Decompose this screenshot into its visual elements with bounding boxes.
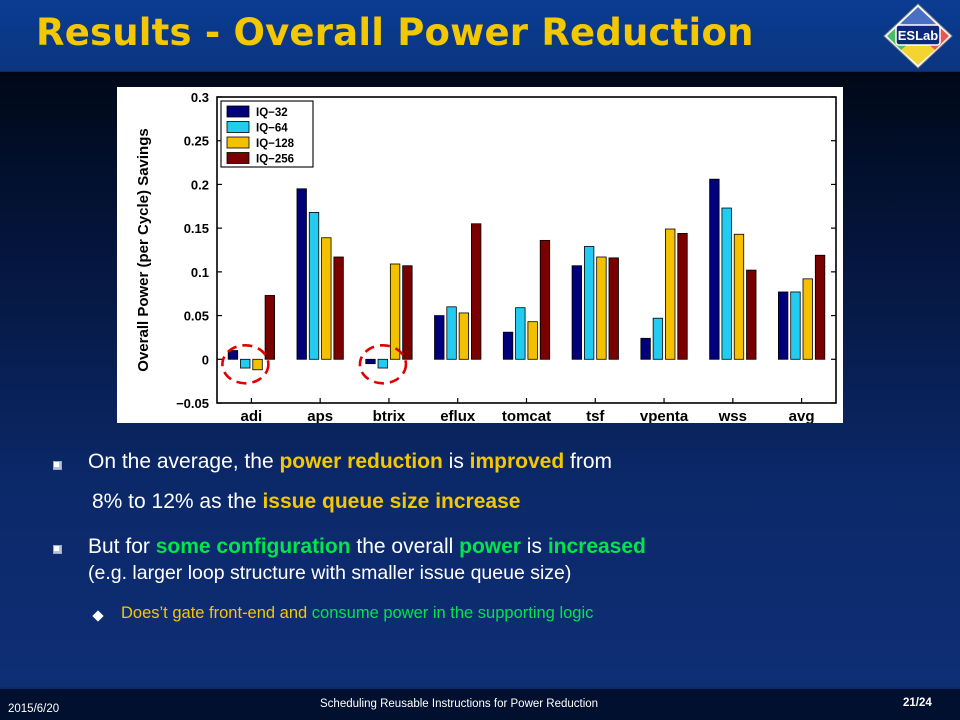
y-tick-label: 0.25: [184, 134, 209, 149]
bar-avg-series-1: [791, 292, 801, 359]
x-tick-label-eflux: eflux: [440, 408, 476, 423]
y-tick-label: 0.2: [191, 177, 209, 192]
bar-tsf-series-0: [572, 266, 582, 360]
text-run: improved: [470, 450, 565, 473]
bar-wss-series-2: [734, 234, 744, 359]
bar-wss-series-0: [710, 179, 720, 359]
bar-vpenta-series-1: [653, 318, 663, 359]
x-tick-label-wss: wss: [718, 408, 747, 423]
text-run: On the average, the: [88, 450, 279, 473]
legend-label-3: IQ−256: [256, 154, 294, 166]
bar-avg-series-2: [803, 279, 813, 359]
y-tick-label: −0.05: [176, 396, 209, 411]
bullet-square-icon: [53, 461, 62, 470]
bar-tomcat-series-2: [528, 322, 538, 360]
bar-vpenta-series-2: [665, 229, 675, 359]
slide-title: Results - Overall Power Reduction: [36, 11, 754, 54]
text-run: issue queue size increase: [262, 490, 520, 513]
chart-svg: −0.05 0 0.05 0.1 0.15 0.2 0.25 0.3 Overall Power…: [117, 87, 843, 423]
bar-avg-series-0: [778, 292, 788, 359]
bar-aps-series-1: [309, 212, 319, 359]
bar-vpenta-series-0: [641, 338, 651, 359]
bar-tsf-series-3: [609, 258, 619, 359]
x-tick-label-adi: adi: [241, 408, 263, 423]
text-run: the overall: [351, 535, 460, 558]
text-run: Does’t gate front-end and: [121, 604, 312, 622]
bullet-2-text: But for some configuration the overall p…: [88, 535, 646, 559]
legend-swatch-1: [227, 122, 249, 133]
bar-btrix-series-1: [378, 359, 388, 368]
bar-wss-series-1: [722, 208, 732, 359]
sub-bullet-text: Does’t gate front-end and consume power …: [121, 604, 593, 623]
footer-date: 2015/6/20: [8, 703, 59, 715]
bar-tomcat-series-1: [516, 308, 526, 360]
bullet-square-icon: [53, 545, 62, 554]
bar-adi-series-2: [253, 359, 262, 369]
bar-aps-series-2: [322, 238, 332, 360]
bar-adi-series-1: [240, 359, 250, 368]
bullet-2-continuation: (e.g. larger loop structure with smaller…: [88, 562, 571, 585]
bar-chart: −0.05 0 0.05 0.1 0.15 0.2 0.25 0.3 Overall Power…: [117, 87, 843, 423]
y-tick-label: 0.1: [191, 265, 209, 280]
logo-text: ESLab: [898, 28, 939, 43]
bar-btrix-series-2: [390, 264, 400, 359]
bar-eflux-series-2: [459, 313, 469, 359]
x-tick-label-btrix: btrix: [373, 408, 406, 423]
bullet-1-continuation: 8% to 12% as the issue queue size increa…: [92, 490, 520, 514]
y-tick-label: 0: [202, 352, 209, 367]
bar-wss-series-3: [747, 270, 757, 359]
legend-swatch-2: [227, 137, 249, 148]
bar-vpenta-series-3: [678, 233, 688, 359]
text-run: from: [564, 450, 612, 473]
footer-page-number: 21/24: [903, 697, 932, 709]
bar-tsf-series-2: [597, 257, 607, 359]
bar-tomcat-series-3: [540, 240, 550, 359]
bar-avg-series-3: [815, 255, 825, 359]
sub-bullet-diamond-icon: [92, 610, 103, 621]
legend-label-2: IQ−128: [256, 138, 295, 150]
bar-aps-series-3: [334, 257, 344, 359]
legend-swatch-0: [227, 106, 249, 117]
bar-btrix-series-0: [366, 359, 376, 363]
footer-title: Scheduling Reusable Instructions for Pow…: [320, 698, 598, 710]
text-run: increased: [548, 535, 646, 558]
x-tick-label-tsf: tsf: [586, 408, 605, 423]
text-run: power: [459, 535, 521, 558]
text-run: But for: [88, 535, 156, 558]
text-run: is: [521, 535, 548, 558]
bar-btrix-series-3: [403, 266, 413, 360]
eslab-logo: ESLab: [882, 2, 954, 70]
x-tick-label-avg: avg: [789, 408, 815, 423]
text-run: 8% to 12% as the: [92, 490, 262, 513]
x-tick-label-tomcat: tomcat: [502, 408, 551, 423]
x-tick-label-vpenta: vpenta: [640, 408, 689, 423]
text-run: (e.g. larger loop structure with smaller…: [88, 562, 571, 584]
bullet-1-text: On the average, the power reduction is i…: [88, 450, 612, 474]
y-tick-label: 0.3: [191, 90, 209, 105]
bar-eflux-series-1: [447, 307, 457, 359]
bar-adi-series-3: [265, 295, 275, 359]
bar-eflux-series-3: [471, 224, 481, 360]
text-run: some configuration: [156, 535, 351, 558]
bar-tsf-series-1: [584, 247, 594, 360]
y-tick-label: 0.05: [184, 309, 209, 324]
y-axis-label: Overall Power (per Cycle) Savings: [135, 128, 152, 371]
text-run: consume power in the supporting logic: [312, 604, 594, 622]
text-run: is: [443, 450, 470, 473]
footer-divider: [0, 687, 960, 689]
legend-swatch-3: [227, 153, 249, 164]
bar-eflux-series-0: [435, 316, 445, 360]
legend-label-0: IQ−32: [256, 107, 288, 119]
text-run: power reduction: [279, 450, 442, 473]
legend-label-1: IQ−64: [256, 123, 288, 135]
y-tick-label: 0.15: [184, 221, 209, 236]
bar-tomcat-series-0: [503, 332, 513, 359]
x-tick-label-aps: aps: [307, 408, 333, 423]
bar-aps-series-0: [297, 189, 307, 359]
